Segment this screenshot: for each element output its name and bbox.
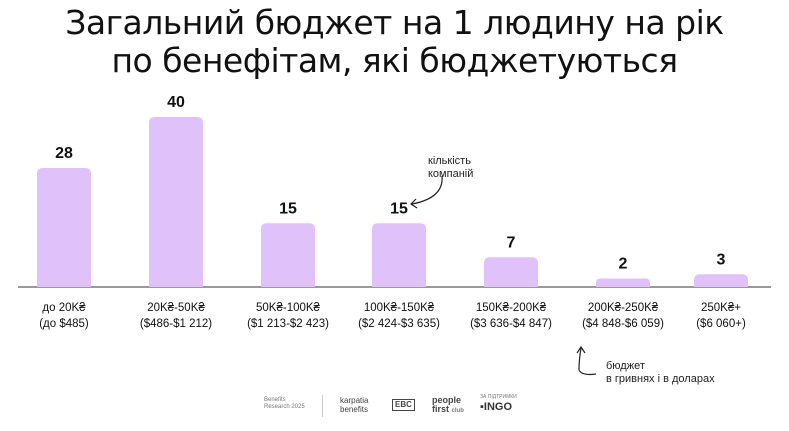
budget-annotation: бюджет в гривнях і в доларах bbox=[606, 360, 715, 386]
category-sublabel-1: (до $485) bbox=[39, 318, 89, 330]
category-label-6: 200K₴-250K₴ bbox=[588, 302, 659, 314]
category-sublabel-6: ($4 848-$6 059) bbox=[582, 318, 664, 330]
bar-value-label-1: 28 bbox=[55, 145, 73, 162]
karpatia-logo-line-2: benefits bbox=[340, 405, 369, 414]
count-annotation-line-2: компаній bbox=[428, 168, 474, 180]
people-first-logo-line-2: first club bbox=[432, 405, 464, 415]
bar-value-label-2: 40 bbox=[167, 94, 185, 111]
ebc-logo: EBC bbox=[392, 399, 415, 411]
budget-annotation-line-1: бюджет bbox=[606, 360, 645, 372]
chart-title-line-2: по бенефітам, які бюджетуються bbox=[111, 41, 678, 80]
category-label-5: 150K₴-200K₴ bbox=[476, 302, 547, 314]
chart-title: Загальний бюджет на 1 людину на рік по б… bbox=[0, 4, 789, 80]
category-sublabel-4: ($2 424-$3 635) bbox=[358, 318, 440, 330]
research-label-line-2: Research 2025 bbox=[264, 404, 305, 410]
category-label-4: 100K₴-150K₴ bbox=[364, 302, 435, 314]
bar-value-label-3: 15 bbox=[279, 200, 297, 217]
ingo-logo: ▪INGO bbox=[480, 401, 512, 413]
bar-5 bbox=[484, 257, 538, 287]
budget-annotation-line-2: в гривнях і в доларах bbox=[606, 373, 715, 385]
category-label-2: 20K₴-50K₴ bbox=[147, 302, 205, 314]
count-arrow-icon bbox=[410, 175, 443, 209]
category-sublabel-3: ($1 213-$2 423) bbox=[247, 318, 329, 330]
bar-2 bbox=[149, 117, 203, 287]
bar-value-label-5: 7 bbox=[507, 234, 516, 251]
chart-title-line-1: Загальний бюджет на 1 людину на рік bbox=[65, 3, 724, 42]
count-annotation: кількість компаній bbox=[428, 155, 473, 181]
category-sublabel-2: ($486-$1 212) bbox=[140, 318, 212, 330]
category-label-3: 50K₴-100K₴ bbox=[256, 302, 321, 314]
research-label-line-1: Benefits bbox=[264, 397, 286, 403]
budget-arrow-icon bbox=[576, 345, 597, 376]
category-sublabel-7: ($6 060+) bbox=[696, 318, 746, 330]
people-first-logo-first: first bbox=[432, 404, 450, 414]
category-label-7: 250K₴+ bbox=[701, 302, 741, 314]
bar-value-label-6: 2 bbox=[619, 256, 628, 273]
category-label-1: до 20K₴ bbox=[42, 302, 86, 314]
bar-4 bbox=[372, 223, 426, 287]
people-first-logo: people first club bbox=[432, 396, 464, 415]
bar-6 bbox=[596, 278, 650, 287]
ingo-logo-text: INGO bbox=[483, 401, 513, 413]
ingo-mark-icon: ▪ bbox=[480, 401, 484, 413]
karpatia-logo-line-1: karpatia bbox=[340, 396, 369, 405]
bar-value-label-4: 15 bbox=[390, 200, 408, 217]
research-label: Benefits Research 2025 bbox=[264, 397, 305, 411]
bar-7 bbox=[694, 274, 748, 287]
bar-value-label-7: 3 bbox=[717, 251, 726, 268]
partner-note: ЗА ПІДТРИМКИ bbox=[480, 394, 517, 400]
people-first-logo-club: club bbox=[451, 408, 464, 414]
count-annotation-line-1: кількість bbox=[428, 155, 471, 167]
bar-3 bbox=[261, 223, 315, 287]
footer-divider bbox=[322, 395, 323, 417]
category-sublabel-5: ($3 636-$4 847) bbox=[470, 318, 552, 330]
bar-1 bbox=[37, 168, 91, 287]
people-first-logo-line-1: people bbox=[432, 395, 462, 405]
karpatia-logo: karpatia benefits bbox=[340, 396, 368, 414]
footer-logos: Benefits Research 2025 karpatia benefits… bbox=[0, 393, 789, 423]
